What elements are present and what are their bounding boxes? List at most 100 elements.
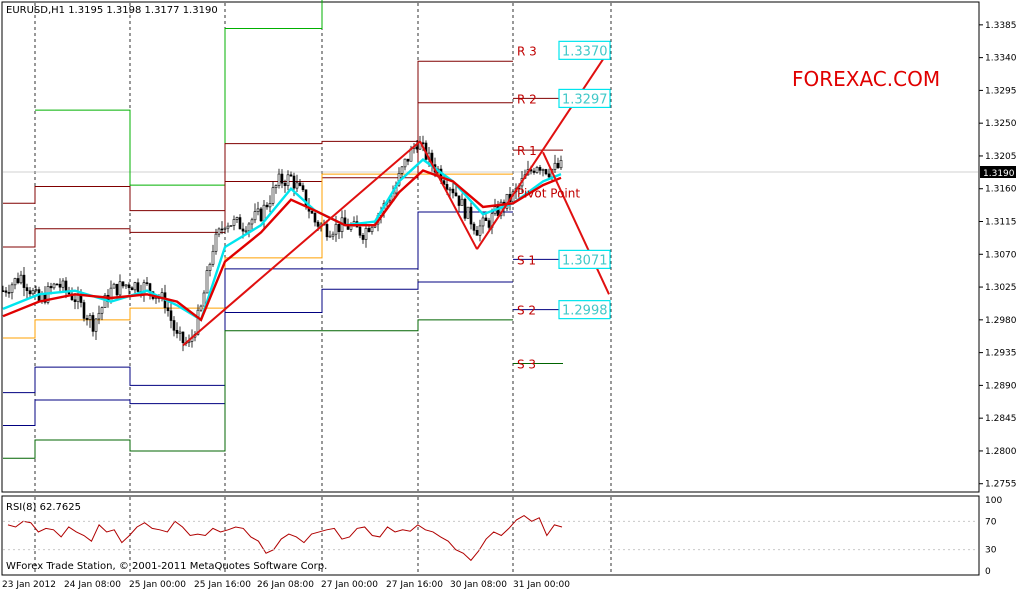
candle-body [253,211,257,221]
candle-body [175,329,179,334]
level-label-5: S 2 [517,304,536,318]
y-tick-label-5: 1.3160 [985,185,1017,195]
candle-body [229,225,233,227]
candle-body [358,226,362,236]
candle-body [535,167,539,173]
symbol-header: EURUSD,H1 1.3195 1.3198 1.3177 1.3190 [6,5,218,16]
candle-body [208,263,212,271]
candle-body [25,287,29,292]
time-grid [3,3,978,574]
candle-body [85,318,89,320]
candle-body [121,281,125,287]
candle-body [103,294,107,308]
candle-body [232,219,236,226]
candle-body [559,160,563,169]
price-box-frame [558,88,611,109]
candle-body [118,281,122,296]
copyright: WForex Trade Station, © 2001-2011 MetaQu… [6,561,327,572]
candle-body [82,302,86,319]
price-box-1: 1.3297 [558,88,611,109]
candle-body [448,188,452,191]
candle-body [220,228,224,231]
candle-body [316,221,320,227]
candle-body [256,208,260,212]
candle-body [241,228,245,232]
level-label-2: R 1 [517,144,537,158]
y-tick-label-1: 1.3340 [985,54,1017,64]
level-labels: R 3 R 2 R 1 Pivot Point S 1 S 2 S 3 [517,44,580,371]
candle-body [544,169,548,175]
candle-body [460,198,464,206]
pattern-line-2 [476,49,610,250]
candle-body [361,234,365,240]
candle-body [49,286,53,289]
candle-body [334,223,338,235]
y-tick-label-3: 1.3250 [985,119,1017,129]
candle-body [343,217,347,225]
candle-body [280,173,284,184]
candle-body [88,315,92,320]
candle-body [214,233,218,252]
level-label-6: S 3 [517,358,536,372]
candle-body [469,206,473,225]
candle-body [1,290,5,293]
level-s3 [3,319,513,459]
y-tick-label-6: 1.3115 [985,218,1017,228]
price-box-frame [558,300,611,320]
x-tick-label-1: 24 Jan 08:00 [64,580,121,590]
candle-body [61,280,65,288]
price-box-3: 1.2998 [558,300,611,320]
candle-body [484,217,488,221]
candle-body [538,167,542,171]
candle-body [454,192,458,197]
candle-body [532,170,536,173]
candle-body [217,228,221,235]
candle-body [124,284,128,287]
candle-body [211,250,215,265]
candle-body [271,187,275,204]
candle-body [136,282,140,292]
level-label-3: Pivot Point [517,186,580,200]
candle-body [178,331,182,334]
rsi-axis: 100 70 30 0 [985,496,1002,577]
x-tick-label-3: 25 Jan 16:00 [194,580,251,590]
candle-body [310,210,314,214]
candle-body [547,173,551,178]
y-tick-label-12: 1.2845 [985,414,1017,424]
candle-body [127,284,131,289]
candle-body [292,175,296,189]
candle-body [472,223,476,231]
candle-body [457,195,461,206]
pattern-line-0 [182,140,421,347]
x-tick-label-6: 27 Jan 16:00 [386,580,443,590]
y-tick-label-11: 1.2890 [985,381,1017,391]
candle-body [13,278,17,286]
candle-body [22,274,26,288]
candle-body [400,166,404,174]
candle-body [364,227,368,240]
last-price-label: 1.3190 [983,169,1015,179]
candle-body [100,307,104,314]
price-box-frame [558,40,611,60]
candle-body [115,283,119,296]
candle-body [442,180,446,185]
candle-body [274,185,278,189]
candle-body [202,292,206,307]
candle-body [289,174,293,177]
candle-body [301,185,305,191]
candle-body [466,206,470,219]
candle-body [298,182,302,186]
candle-body [481,217,485,227]
time-axis: 23 Jan 2012 24 Jan 08:00 25 Jan 00:00 25 Ja… [2,580,570,590]
candle-body [403,158,407,168]
candle-body [181,331,185,343]
candle-body [259,208,263,222]
candle-body [133,282,137,291]
candle-body [286,174,290,186]
candle-body [31,290,35,295]
rsi-line [7,515,563,562]
ma-slow [2,169,562,322]
price-boxes: 1.3370 1.3297 1.3071 1.2998 [558,40,611,320]
moving-averages [2,158,562,322]
candle-body [19,274,23,284]
